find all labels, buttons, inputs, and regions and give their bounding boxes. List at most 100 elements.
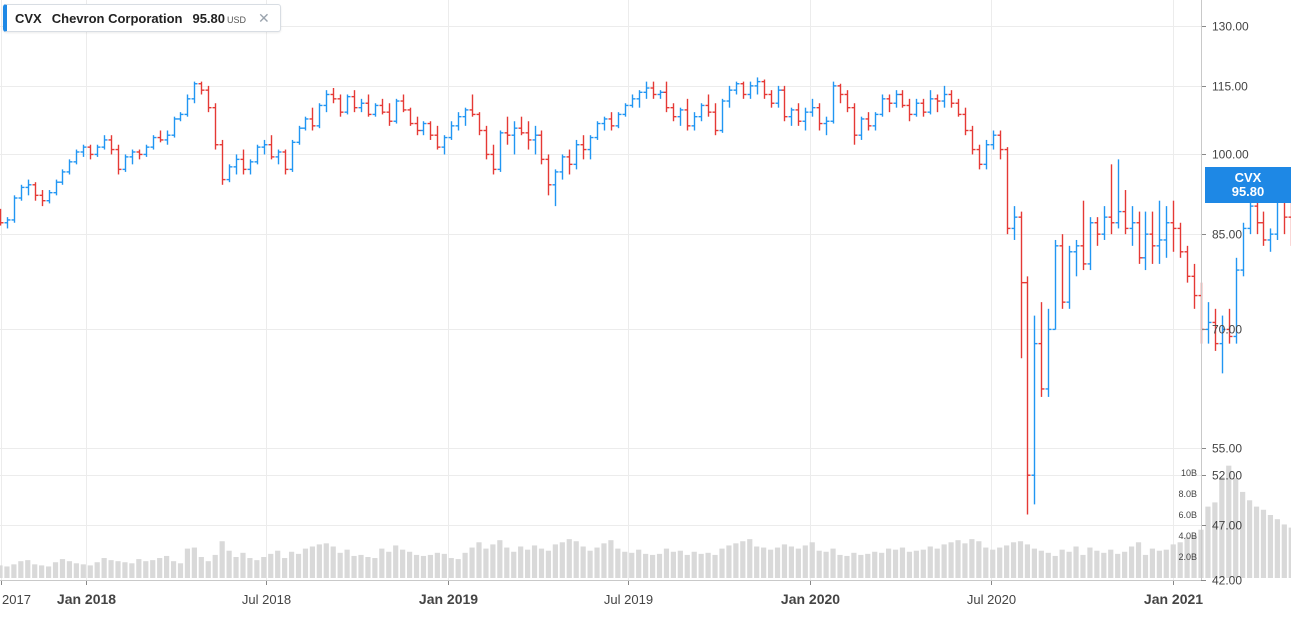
volume-bar xyxy=(400,550,405,578)
ohlc-bar xyxy=(1150,212,1156,264)
close-icon[interactable]: ✕ xyxy=(258,10,270,27)
volume-bar xyxy=(928,547,933,579)
ohlc-bar xyxy=(553,169,559,206)
ohlc-bar xyxy=(609,112,615,130)
ohlc-bar xyxy=(352,90,358,112)
volume-bar xyxy=(1205,507,1210,578)
ohlc-bar xyxy=(67,159,73,174)
ohlc-bar xyxy=(894,90,900,108)
volume-bar xyxy=(1143,555,1148,578)
ohlc-bar xyxy=(40,190,46,206)
volume-bar xyxy=(351,556,356,578)
volume-bar xyxy=(1094,551,1099,578)
volume-bar xyxy=(233,557,238,578)
volume-bar xyxy=(206,561,211,578)
ohlc-bar xyxy=(74,150,80,165)
volume-bar xyxy=(372,558,377,578)
ohlc-bar xyxy=(866,112,872,130)
ohlc-bar xyxy=(762,80,768,99)
volume-bar xyxy=(914,551,919,578)
x-tick-label: Jan 2021 xyxy=(1144,591,1203,607)
ohlc-bar xyxy=(1268,228,1274,251)
volume-bar xyxy=(122,562,127,578)
ohlc-bar xyxy=(1032,316,1038,505)
ohlc-bar xyxy=(234,154,240,174)
volume-bar xyxy=(463,553,468,578)
ohlc-bar xyxy=(873,112,879,130)
ohlc-bar xyxy=(1171,201,1177,252)
ohlc-bar xyxy=(928,90,934,114)
volume-bar xyxy=(789,547,794,579)
ohlc-bar xyxy=(769,90,775,108)
volume-bar xyxy=(282,558,287,578)
ohlc-bar xyxy=(276,150,282,165)
x-tick-label: Jul 2020 xyxy=(967,592,1016,607)
ohlc-bar xyxy=(192,82,198,104)
volume-bar xyxy=(136,559,141,578)
volume-bar xyxy=(1115,554,1120,578)
price-tag-symbol: CVX xyxy=(1235,171,1262,185)
ohlc-bar xyxy=(1060,234,1066,309)
ohlc-bar xyxy=(310,108,316,131)
ohlc-bar xyxy=(782,86,788,121)
ticker-chip[interactable]: CVX Chevron Corporation 95.80 USD ✕ xyxy=(3,4,281,32)
volume-bar xyxy=(706,553,711,578)
ohlc-bar xyxy=(748,82,754,99)
ohlc-bar xyxy=(1261,212,1267,246)
ohlc-bar xyxy=(88,145,94,160)
ohlc-bar xyxy=(1185,246,1191,283)
volume-bar xyxy=(442,554,447,578)
ohlc-bar xyxy=(900,90,906,108)
ohlc-bar xyxy=(699,103,705,121)
ohlc-bar xyxy=(998,131,1004,160)
y-tick-label: 47.00 xyxy=(1212,519,1242,533)
volume-bar xyxy=(18,561,23,578)
volume-bar xyxy=(150,560,155,578)
volume-bar xyxy=(900,548,905,578)
volume-bar xyxy=(740,541,745,578)
volume-bar xyxy=(254,560,259,578)
volume-bar xyxy=(1108,550,1113,578)
ohlc-bar xyxy=(1109,164,1115,234)
volume-bar xyxy=(581,547,586,579)
volume-bar xyxy=(60,559,65,578)
volume-bar xyxy=(46,566,51,578)
ohlc-bar xyxy=(151,135,157,149)
volume-bar xyxy=(275,551,280,578)
ohlc-bar xyxy=(1178,223,1184,258)
volume-bar xyxy=(1261,510,1266,578)
ohlc-bar xyxy=(970,126,976,155)
ohlc-bar xyxy=(1019,212,1025,359)
ohlc-bar xyxy=(12,195,18,222)
volume-bar xyxy=(247,558,252,578)
volume-bar xyxy=(879,553,884,578)
ohlc-bar xyxy=(366,94,372,116)
ohlc-bar xyxy=(1123,190,1129,234)
volume-bar xyxy=(719,549,724,578)
volume-bar xyxy=(129,563,134,578)
x-tick-label: Jul 2018 xyxy=(242,592,291,607)
ohlc-bar xyxy=(47,190,53,203)
ohlc-bar xyxy=(852,103,858,144)
ohlc-bar xyxy=(907,99,913,121)
currency-label: USD xyxy=(227,12,246,25)
ohlc-bar xyxy=(921,99,927,117)
volume-bar xyxy=(1268,515,1273,578)
volume-bar xyxy=(1073,547,1078,579)
volume-bar xyxy=(560,542,565,578)
volume-bar xyxy=(1039,551,1044,578)
ohlc-bar xyxy=(1143,212,1149,270)
volume-bar xyxy=(1032,549,1037,578)
volume-bar xyxy=(1240,492,1245,578)
volume-bar xyxy=(837,555,842,578)
volume-bar xyxy=(53,562,58,578)
volume-bar xyxy=(483,549,488,578)
volume-bar xyxy=(872,552,877,578)
ohlc-bar xyxy=(616,112,622,128)
volume-bar xyxy=(615,549,620,578)
volume-bar xyxy=(1122,552,1127,578)
ohlc-bar xyxy=(949,90,955,108)
volume-bar xyxy=(310,547,315,579)
